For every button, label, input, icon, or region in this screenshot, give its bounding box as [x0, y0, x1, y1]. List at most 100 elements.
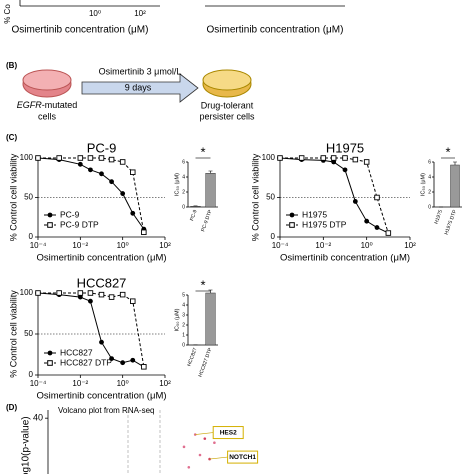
marker: [109, 356, 114, 361]
chart-title: H1975: [326, 140, 364, 155]
y-tick-label: 0: [29, 370, 34, 379]
point: [213, 441, 216, 445]
marker: [385, 230, 392, 236]
y-tick-label: 4: [182, 174, 185, 180]
marker: [119, 291, 126, 298]
x-tick-label: PC-9: [189, 209, 199, 222]
legend-label: PC-9 DTP: [60, 219, 99, 229]
y-tick-label: 0: [29, 232, 34, 241]
y-tick-label: 2: [182, 189, 185, 195]
marker: [77, 294, 83, 300]
marker: [330, 155, 337, 161]
x-tick-label: 10⁰: [361, 241, 373, 250]
dish: [22, 69, 72, 91]
y-tick-label: 1: [182, 332, 185, 338]
point: [198, 453, 202, 457]
gene-leader: [195, 432, 214, 435]
marker: [77, 161, 83, 167]
x-tick-label: 10⁻²: [315, 241, 331, 250]
legend-marker: [47, 222, 53, 228]
marker: [109, 179, 114, 185]
bar: [205, 292, 216, 346]
x-tick-label: 10²: [159, 379, 171, 388]
annotation: *: [200, 144, 205, 159]
marker: [141, 364, 147, 370]
annotation: *: [445, 144, 450, 159]
marker: [352, 156, 359, 163]
x-tick-label: HCC827: [186, 347, 198, 367]
y-tick-label: 3: [182, 312, 185, 318]
dish: [202, 69, 252, 91]
marker: [108, 294, 115, 300]
marker: [363, 159, 370, 165]
gene-box: [227, 450, 259, 464]
y-tick-label: 5: [182, 292, 185, 298]
legend-marker: [289, 222, 295, 228]
marker: [342, 167, 348, 173]
legend-marker: [47, 212, 53, 218]
x-label: Osimertinib concentration (μM): [280, 253, 410, 264]
x-tick-label: 10²: [134, 9, 146, 18]
panel-label: (D): [6, 403, 17, 412]
diagram-label: persister cells: [199, 111, 255, 121]
marker: [99, 339, 104, 345]
marker: [88, 167, 93, 173]
marker: [277, 155, 283, 161]
legend-marker: [47, 360, 53, 366]
y-tick-label: 0: [428, 204, 431, 210]
legend-marker: [289, 212, 295, 218]
marker: [119, 159, 126, 165]
bar: [205, 173, 216, 208]
legend-label: H1975: [302, 209, 327, 219]
point: [193, 433, 197, 436]
marker: [374, 225, 380, 230]
y-tick-label: 100: [20, 153, 34, 162]
y-label: IC₅₀ (μM): [174, 308, 180, 331]
point: [203, 437, 207, 440]
x-tick-label: 10²: [159, 241, 171, 250]
marker: [99, 171, 104, 177]
x-tick-label: PC-9 DTP: [200, 208, 214, 232]
y-label: IC₅₀ (μM): [174, 173, 180, 196]
y-tick-label: 50: [24, 329, 33, 338]
diagram-label: Drug-tolerant: [201, 100, 254, 110]
x-label: Osimertinib concentration (μM): [207, 25, 344, 36]
y-tick-label: 6: [428, 159, 431, 165]
y-label-fragment: % Co: [3, 4, 12, 24]
x-tick-label: 10²: [404, 241, 416, 250]
y-label: % Control cell viability: [8, 290, 18, 378]
x-label: Osimertinib concentration (μM): [12, 25, 149, 36]
arrow: [81, 73, 199, 103]
y-tick-label: 2: [428, 189, 431, 195]
x-label: Osimertinib concentration (μM): [36, 253, 166, 264]
y-tick-label: 2: [182, 322, 185, 328]
y-label: -log10(p-value): [21, 416, 32, 474]
x-tick-label: 10⁰: [117, 379, 129, 388]
panel-label: (C): [6, 133, 17, 142]
x-tick-label: 10⁻²: [72, 241, 88, 250]
legend-label: HCC827 DTP: [60, 357, 112, 367]
marker: [130, 169, 136, 175]
diagram-label: EGFR-mutated: [17, 100, 78, 110]
y-tick-label: 0: [182, 204, 185, 210]
marker: [130, 210, 136, 216]
marker: [35, 155, 41, 161]
y-label: % Control cell viability: [250, 153, 260, 241]
gene-box: [212, 426, 244, 440]
bar: [450, 164, 460, 208]
marker: [98, 291, 105, 298]
x-tick-label: 10⁻⁴: [30, 379, 47, 388]
x-tick-label: 10⁰: [89, 9, 101, 18]
x-tick-label: 10⁻²: [72, 379, 88, 388]
marker: [130, 357, 136, 363]
marker: [87, 290, 94, 296]
point: [187, 465, 191, 469]
x-tick-label: H1975: [433, 209, 444, 225]
y-tick-label: 50: [266, 193, 275, 202]
marker: [88, 298, 93, 304]
marker: [352, 199, 358, 204]
marker: [77, 155, 84, 161]
marker: [108, 156, 115, 163]
marker: [342, 155, 348, 161]
